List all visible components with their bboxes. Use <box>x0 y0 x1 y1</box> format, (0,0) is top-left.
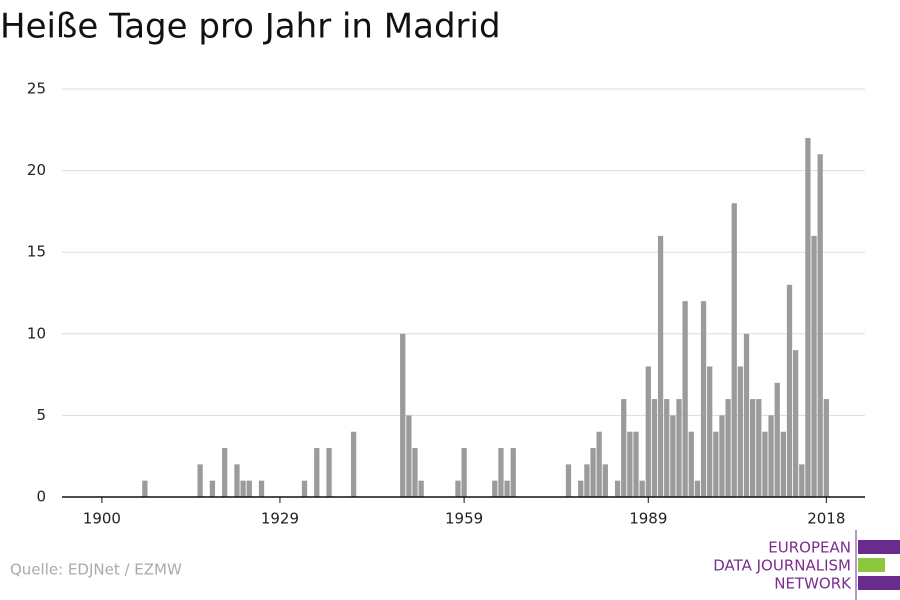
bar <box>326 448 332 497</box>
bar <box>823 399 829 497</box>
bar <box>700 301 707 497</box>
bar <box>412 448 418 497</box>
bar <box>234 464 240 497</box>
bar <box>676 399 682 497</box>
bar <box>731 203 737 498</box>
source: Quelle: EDJNet / EZMW <box>10 561 182 579</box>
bar <box>811 235 817 497</box>
y-tick-label: 0 <box>36 488 46 506</box>
bar <box>584 464 590 497</box>
logo-text: NETWORK <box>774 575 852 593</box>
bar <box>565 464 572 497</box>
bar <box>350 431 357 497</box>
bar <box>510 448 516 497</box>
bar <box>688 431 694 497</box>
x-tick-label: 1900 <box>83 510 121 528</box>
bar <box>657 235 664 497</box>
bar <box>590 448 596 497</box>
x-tick-label: 2018 <box>807 510 845 528</box>
logo-bar <box>858 558 885 572</box>
bar <box>578 480 584 497</box>
bar <box>492 480 498 497</box>
bar <box>664 399 670 497</box>
bar <box>418 480 424 497</box>
x-tick-label: 1989 <box>629 510 667 528</box>
bar <box>799 464 805 497</box>
bar <box>314 448 320 497</box>
y-tick-label: 15 <box>27 243 46 261</box>
logo-bar <box>858 540 900 554</box>
bar <box>209 480 216 497</box>
y-tick-label: 10 <box>27 324 46 342</box>
bar <box>786 284 793 497</box>
y-tick-label: 5 <box>36 406 46 424</box>
bar <box>719 415 725 497</box>
bar <box>670 415 676 497</box>
bar <box>780 431 786 497</box>
logo-text: EUROPEAN <box>768 539 851 557</box>
bar <box>621 399 627 497</box>
chart-title: Heiße Tage pro Jahr in Madrid <box>0 7 501 47</box>
bar <box>774 382 780 497</box>
bar <box>504 480 510 497</box>
bar <box>498 448 504 497</box>
x-tick-label: 1959 <box>445 510 483 528</box>
bar <box>461 448 467 497</box>
bar <box>694 480 701 497</box>
bar <box>596 431 602 497</box>
y-tick-label: 20 <box>27 161 46 179</box>
logo-bar <box>858 576 900 590</box>
bar <box>301 480 308 497</box>
bar <box>651 399 658 497</box>
bar <box>750 399 756 497</box>
bar <box>792 350 799 497</box>
bar <box>645 366 651 497</box>
bar <box>737 366 744 497</box>
bar <box>246 480 252 497</box>
bar <box>240 480 246 497</box>
bar <box>743 333 750 497</box>
bar <box>805 137 811 497</box>
bar <box>258 480 265 497</box>
bar <box>455 480 461 497</box>
bar <box>406 415 412 497</box>
bar <box>142 480 148 497</box>
bar <box>222 448 228 497</box>
bar <box>614 480 621 497</box>
y-tick-label: 25 <box>27 80 46 98</box>
bar <box>707 366 713 497</box>
bar <box>762 431 768 497</box>
bar <box>400 333 406 497</box>
bar <box>627 431 633 497</box>
bar <box>639 480 645 497</box>
bar <box>682 301 688 497</box>
bar <box>713 431 719 497</box>
bar <box>725 399 731 497</box>
bar <box>197 464 203 497</box>
bar <box>756 399 762 497</box>
bar <box>602 464 608 497</box>
bar <box>817 154 823 497</box>
bar <box>633 431 639 497</box>
x-tick-label: 1929 <box>261 510 299 528</box>
logo-text: DATA JOURNALISM <box>713 557 851 575</box>
bar <box>768 415 774 497</box>
